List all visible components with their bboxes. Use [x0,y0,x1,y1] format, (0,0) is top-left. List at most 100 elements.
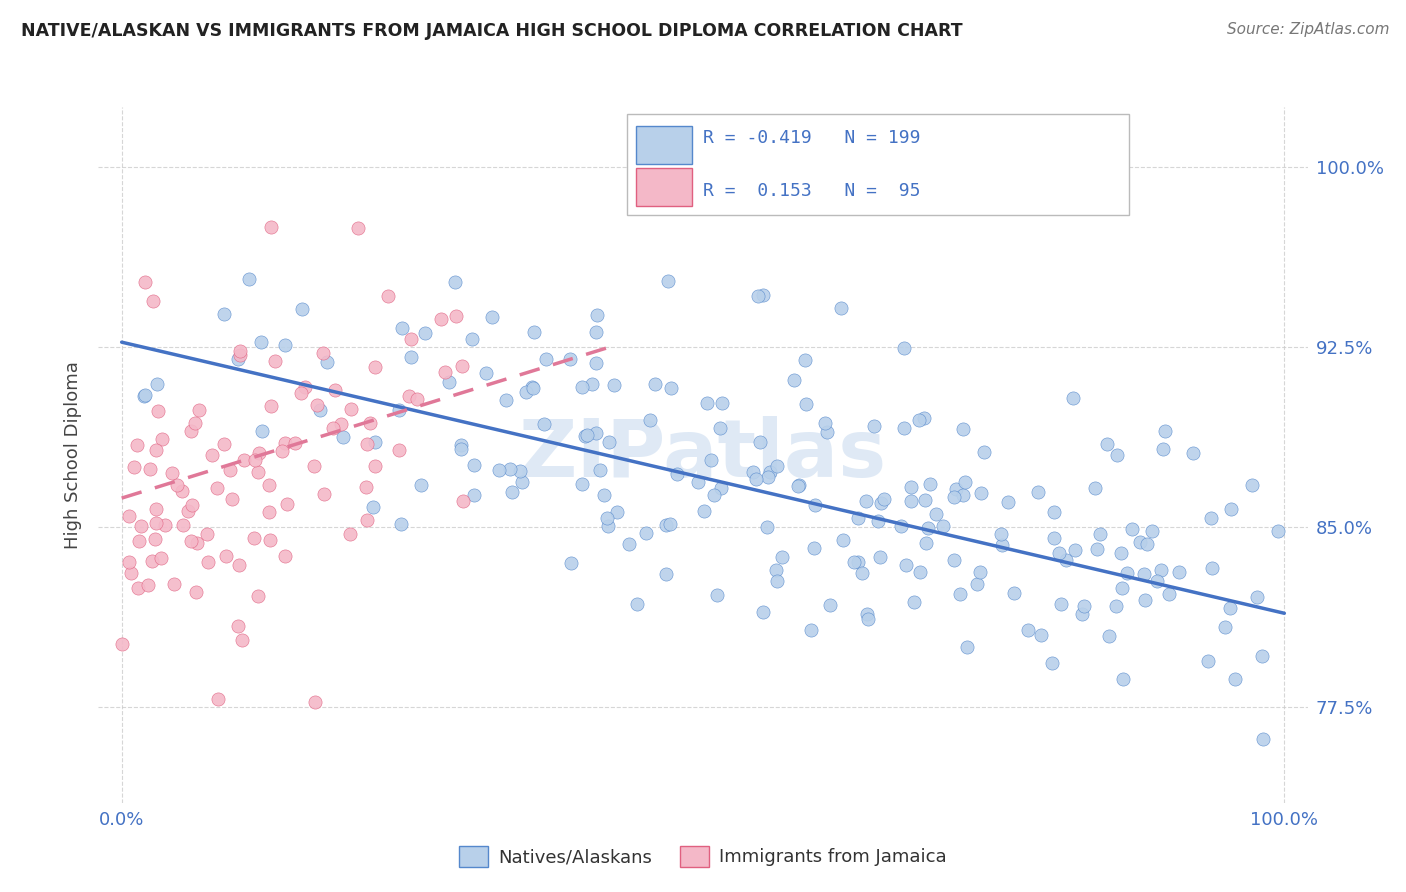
Point [1105,448,1128,462]
Point [314,487,336,501]
Point [309,403,332,417]
Point [870,496,893,510]
Point [1136,536,1159,550]
Point [1085,542,1108,557]
Point [364,435,387,450]
Point [969,566,991,580]
Point [250,334,273,349]
Point [803,541,825,555]
Point [523,326,546,340]
Point [1109,546,1132,560]
Point [709,421,731,435]
Point [752,288,775,302]
Point [925,507,948,521]
Point [903,595,925,609]
Point [509,464,531,478]
Point [571,476,593,491]
Point [134,387,156,401]
Point [896,558,918,572]
Point [744,472,766,486]
Point [184,585,207,599]
Point [1054,553,1077,567]
Point [851,566,873,580]
Point [259,220,281,235]
Point [142,293,165,308]
Point [1152,442,1174,456]
Point [1197,654,1219,668]
Point [364,359,387,374]
Point [1047,546,1070,560]
Point [160,466,183,480]
Point [814,416,837,430]
Point [340,402,363,417]
Point [250,424,273,438]
Point [855,607,877,621]
Point [163,576,186,591]
Point [1181,446,1204,460]
Point [294,380,316,394]
Point [666,467,689,482]
Point [1088,527,1111,541]
Point [243,531,266,545]
Point [589,463,612,477]
Point [463,488,485,502]
Point [696,396,718,410]
Point [1219,600,1241,615]
Point [912,411,935,425]
Point [842,555,865,569]
Point [399,351,422,365]
Point [1112,672,1135,686]
Point [172,518,194,533]
Point [585,308,607,322]
Point [134,275,156,289]
Point [1098,629,1121,643]
Point [274,436,297,450]
Point [247,589,270,603]
Point [399,332,422,346]
Point [177,504,200,518]
Point [1084,481,1107,495]
Y-axis label: High School Diploma: High School Diploma [65,361,83,549]
Text: NATIVE/ALASKAN VS IMMIGRANTS FROM JAMAICA HIGH SCHOOL DIPLOMA CORRELATION CHART: NATIVE/ALASKAN VS IMMIGRANTS FROM JAMAIC… [21,22,963,40]
Point [1149,563,1171,577]
Point [522,381,544,395]
Point [1220,502,1243,516]
Point [356,513,378,527]
Point [316,355,339,369]
Point [273,338,295,352]
Point [873,491,896,506]
Point [1142,524,1164,538]
Point [377,289,399,303]
Point [970,485,993,500]
Point [619,536,641,550]
Point [766,574,789,589]
Point [1043,531,1066,545]
Point [1225,672,1247,686]
Point [170,484,193,499]
Point [585,325,607,339]
Point [207,481,229,495]
Point [1159,587,1181,601]
Point [534,352,557,367]
Point [451,359,474,373]
Point [592,488,614,502]
Point [212,307,235,321]
Point [125,438,148,452]
Point [446,309,468,323]
Point [638,413,661,427]
Point [207,691,229,706]
Point [831,533,853,547]
Point [212,436,235,450]
FancyBboxPatch shape [627,114,1129,215]
Point [966,577,988,591]
Point [1250,648,1272,663]
Point [128,533,150,548]
Point [953,475,976,489]
Point [862,419,884,434]
Point [332,430,354,444]
Point [1104,599,1126,614]
Point [195,527,218,541]
Point [330,417,353,432]
Point [226,619,249,633]
Point [907,413,929,427]
